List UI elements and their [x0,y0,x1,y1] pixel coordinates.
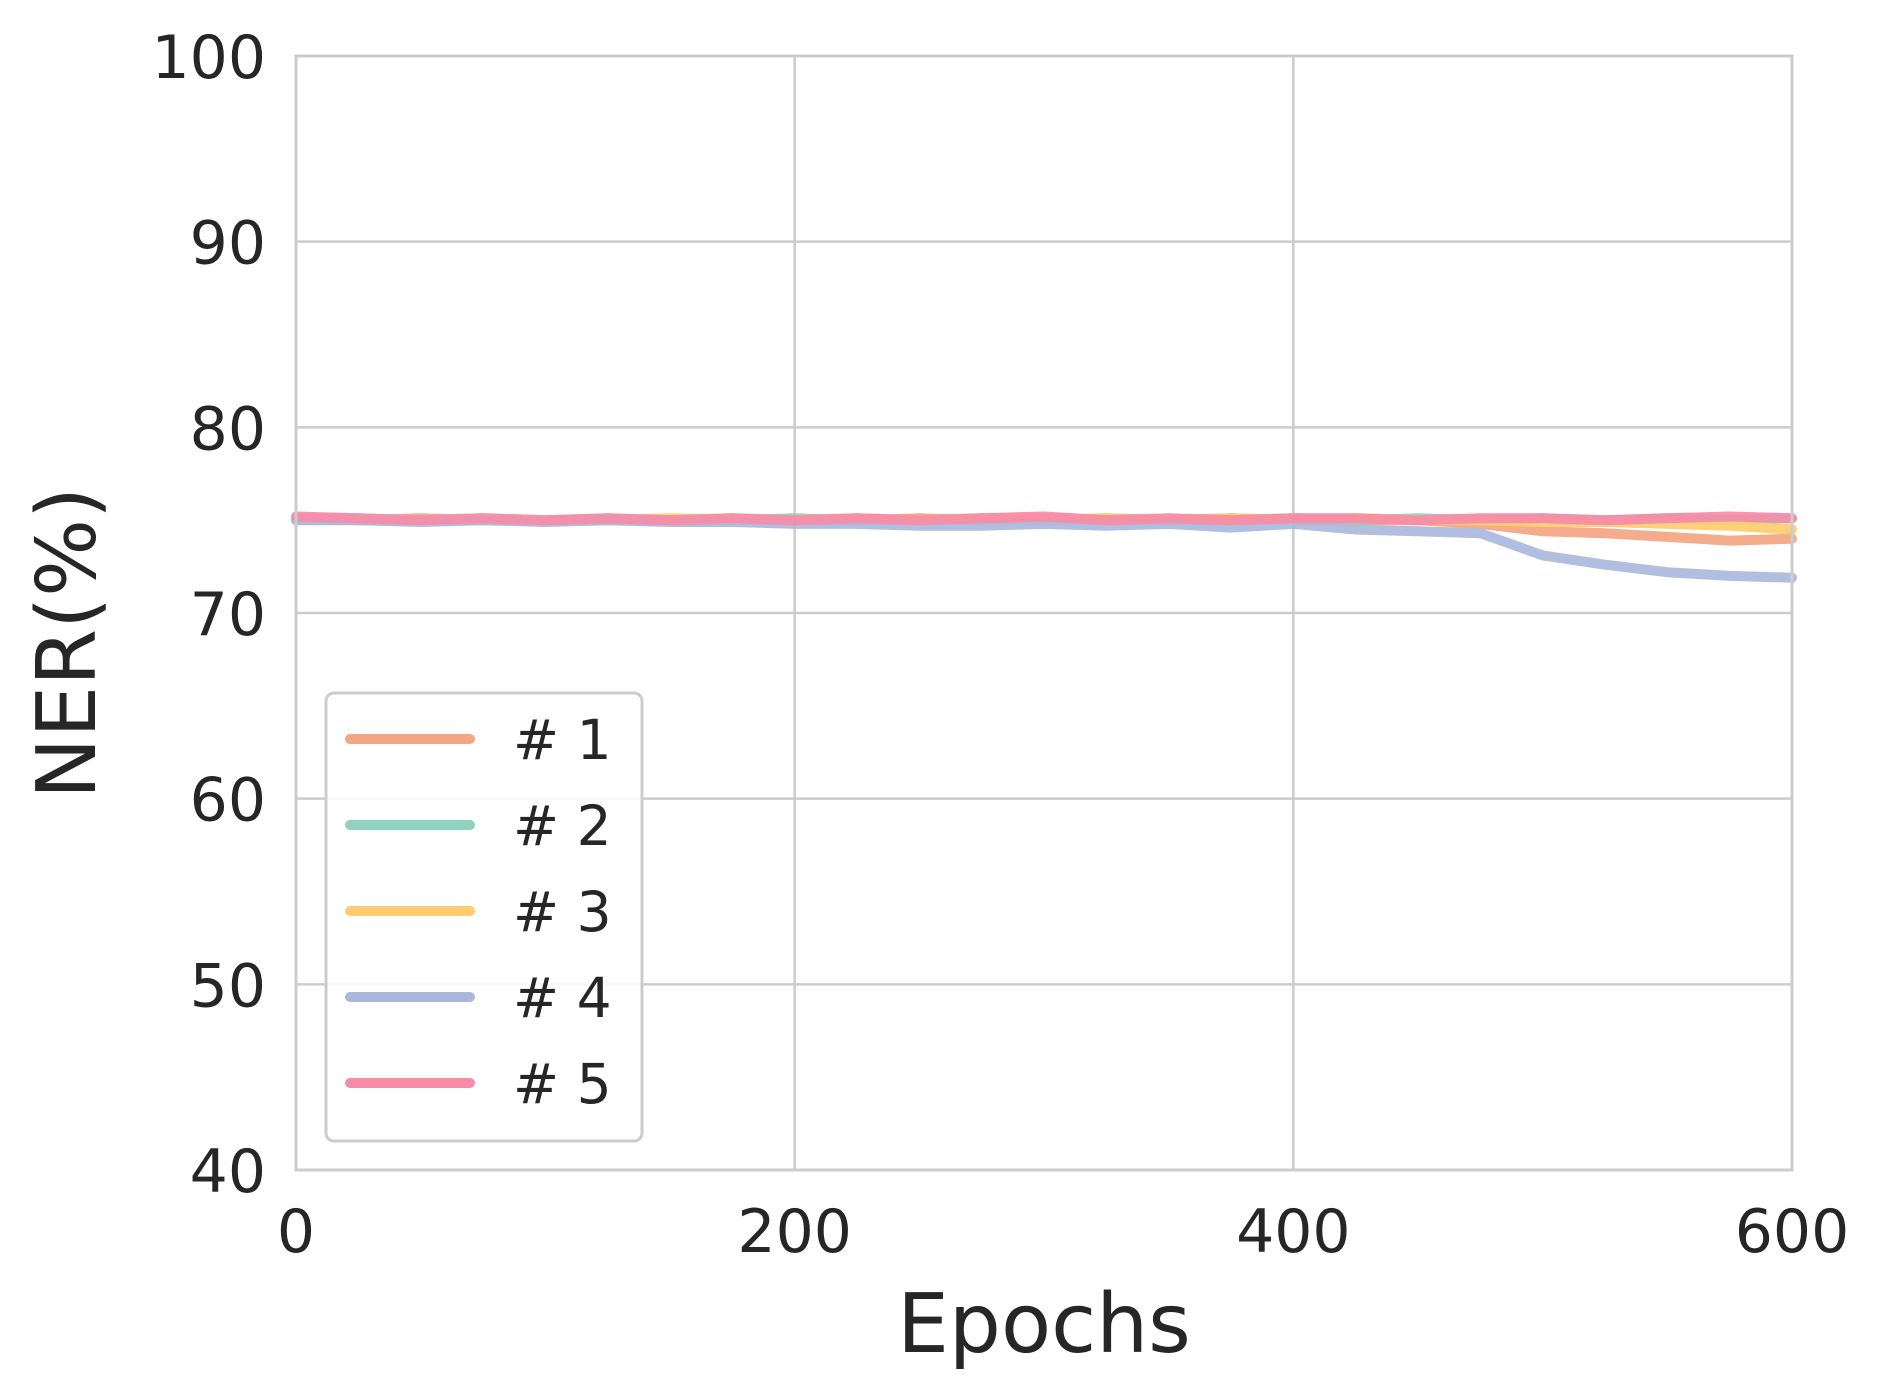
y-tick-label: 70 [190,580,266,650]
legend: # 1 # 2 # 3 # 4 # 5 [324,691,644,1143]
y-tick-label: 40 [190,1137,266,1207]
y-axis-label: NER(%) [20,487,115,799]
y-tick-label: 100 [151,23,266,93]
series-line-5 [291,511,1797,526]
legend-label-3: # 3 [513,880,612,944]
x-axis-ticks: 0 200 400 600 [277,1197,1849,1267]
legend-label-5: # 5 [513,1052,612,1116]
y-tick-label: 60 [190,766,266,836]
legend-label-2: # 2 [513,794,612,858]
x-axis-label: Epochs [897,1277,1191,1372]
legend-label-1: # 1 [513,708,612,772]
y-tick-label: 90 [190,209,266,279]
series-lines [291,511,1797,583]
y-tick-label: 80 [190,394,266,464]
legend-label-4: # 4 [513,966,612,1030]
y-tick-label: 50 [190,951,266,1021]
y-axis-ticks: 40 50 60 70 80 90 100 [151,23,266,1207]
x-tick-label: 400 [1236,1197,1351,1267]
x-tick-label: 0 [277,1197,315,1267]
legend-box [324,691,644,1143]
x-tick-label: 200 [737,1197,852,1267]
plot-frame [294,54,1794,1172]
x-tick-label: 600 [1735,1197,1850,1267]
